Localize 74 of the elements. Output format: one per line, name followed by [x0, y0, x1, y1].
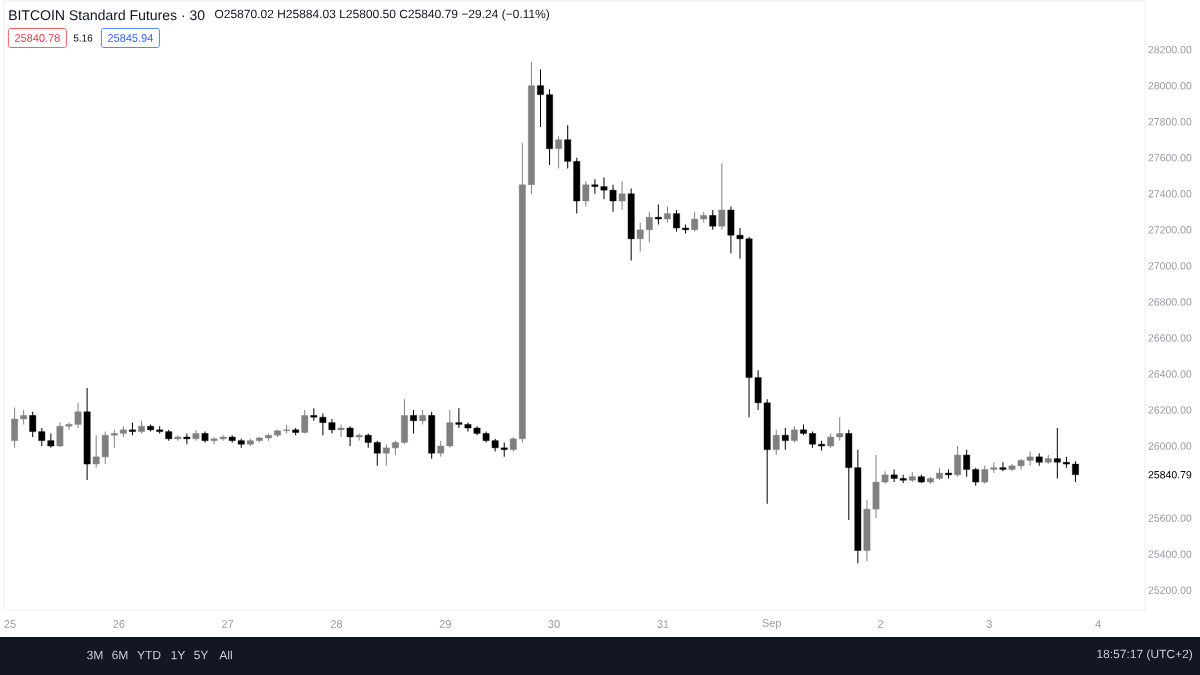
text: 3M	[87, 650, 103, 660]
candlestick	[954, 445, 961, 478]
candlestick	[963, 449, 971, 478]
y-tick-label: 26200.00	[1148, 406, 1192, 414]
candlestick	[999, 461, 1007, 472]
x-tick-label: 27	[222, 620, 234, 628]
candlestick	[65, 422, 73, 431]
candlestick	[691, 211, 699, 233]
candlestick	[355, 432, 363, 442]
text: 18:57:17 (UTC+2)	[1097, 649, 1193, 661]
candlestick	[836, 416, 844, 442]
candlestick	[192, 429, 200, 442]
candlestick	[56, 422, 64, 448]
x-tick-label: 2	[878, 620, 884, 628]
x-tick-label: 29	[439, 620, 451, 628]
annotation: 25845.94	[108, 34, 153, 42]
candlestick	[555, 135, 562, 170]
candlestick	[709, 209, 717, 231]
candlestick	[618, 180, 626, 211]
candlestick	[183, 432, 191, 445]
x-tick-label: 30	[548, 620, 560, 628]
x-tick-label: 26	[113, 620, 125, 628]
candlestick	[410, 409, 417, 434]
candlestick	[718, 162, 726, 231]
y-tick-label: 27000.00	[1148, 262, 1192, 270]
candlestick	[673, 209, 680, 233]
text: YTD	[137, 650, 161, 660]
x-tick-label: 3	[986, 620, 992, 628]
y-tick-label: 28200.00	[1148, 45, 1192, 54]
candlestick	[981, 465, 989, 485]
text: All	[219, 650, 232, 660]
candlestick	[582, 180, 590, 207]
annotation: 5.16	[73, 34, 93, 42]
y-tick-label: 28000.00	[1148, 81, 1192, 90]
candlestick	[382, 443, 390, 467]
candlestick	[781, 427, 789, 451]
x-tick-label: 28	[330, 620, 343, 628]
candlestick	[990, 461, 998, 474]
y-tick-label: 27800.00	[1148, 118, 1192, 126]
annotation: 25840.78	[15, 34, 60, 42]
candlestick	[655, 204, 662, 225]
x-tick-label: 31	[657, 620, 669, 628]
candlestick	[772, 429, 780, 456]
text: 5Y	[194, 650, 209, 660]
x-tick-label: 25	[4, 620, 16, 628]
y-tick-label: 26800.00	[1148, 298, 1192, 306]
y-tick-label: 26400.00	[1148, 370, 1192, 378]
y-tick-label: 25200.00	[1148, 586, 1192, 594]
y-tick-label: 25600.00	[1148, 514, 1192, 522]
candlestick	[972, 467, 980, 487]
y-tick-label: 27600.00	[1148, 154, 1192, 162]
candlestick	[564, 124, 572, 170]
y-tick-label: 26000.00	[1148, 442, 1192, 450]
y-tick-label: 25400.00	[1148, 550, 1192, 558]
candlestick	[337, 423, 345, 438]
y-tick-label: 26600.00	[1148, 334, 1192, 342]
text: 6M	[112, 650, 128, 660]
candlestick	[74, 402, 82, 429]
candlestick	[537, 68, 544, 128]
candlestick	[1053, 427, 1061, 479]
text: 25840.79	[1148, 471, 1192, 479]
candlestick	[110, 429, 118, 449]
y-tick-label: 27200.00	[1148, 226, 1192, 234]
y-tick-label: 27400.00	[1148, 190, 1192, 198]
x-tick-label: Sep	[762, 619, 782, 629]
candlestick	[11, 406, 18, 449]
text: BITCOIN Standard Futures · 30	[9, 9, 205, 21]
x-tick-label: 4	[1095, 620, 1101, 628]
text: O25870.02 H25884.03 L25800.50 C25840.79 −29.24 (−0.11%)	[215, 9, 550, 21]
candlestick	[346, 425, 354, 447]
candlestick	[1026, 450, 1034, 467]
text: 1Y	[171, 650, 186, 660]
candlestick	[446, 409, 454, 449]
candlestick	[1072, 460, 1079, 483]
